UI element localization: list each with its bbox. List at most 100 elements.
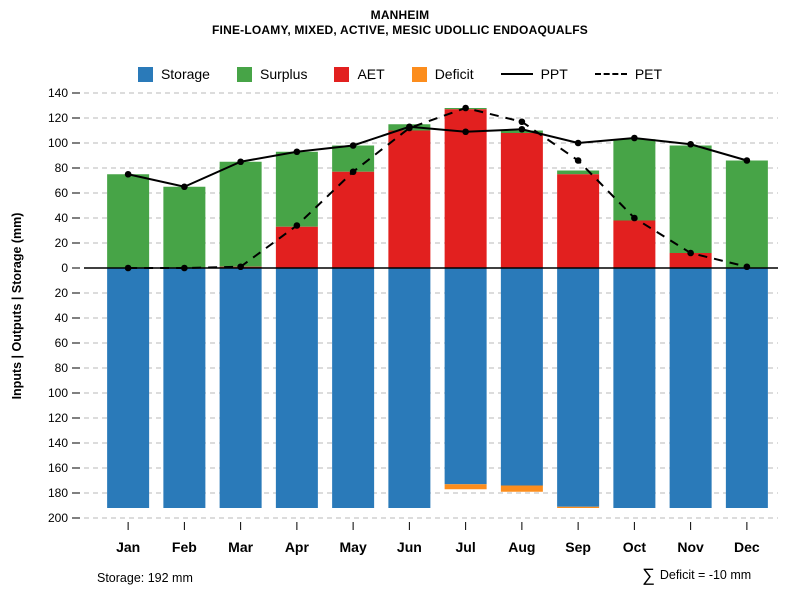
bar-deficit-Jul — [444, 484, 487, 490]
pet-point-Sep — [574, 157, 582, 164]
y-tick-label: 80 — [55, 161, 69, 175]
y-tick-label: 0 — [61, 261, 68, 275]
bar-surplus-Mar — [219, 161, 262, 267]
surplus-swatch-icon — [236, 66, 252, 82]
ppt-point-Aug — [518, 125, 526, 133]
month-label-Oct: Oct — [623, 539, 647, 555]
month-label-Nov: Nov — [677, 539, 704, 555]
month-label-Dec: Dec — [734, 539, 760, 555]
legend-item-aet: AET — [334, 66, 385, 82]
bar-aet-Jun — [388, 130, 431, 268]
ppt-point-Mar — [237, 158, 244, 166]
y-tick-label: 40 — [55, 211, 69, 225]
bar-aet-Aug — [500, 133, 543, 268]
bar-aet-Jul — [444, 109, 487, 268]
aet-swatch-icon — [334, 66, 350, 82]
bar-storage-Nov — [669, 268, 712, 508]
legend-item-ppt: PPT — [500, 66, 568, 82]
page-title: MANHEIM — [370, 8, 430, 22]
month-label-Sep: Sep — [565, 539, 591, 555]
legend-label-pet: PET — [634, 66, 663, 82]
ppt-point-Nov — [687, 140, 694, 148]
bar-deficit-Sep — [557, 506, 600, 508]
y-tick-label: 100 — [48, 386, 68, 400]
pet-point-Mar — [237, 263, 244, 271]
pet-point-Nov — [687, 249, 694, 257]
bar-storage-Aug — [500, 268, 543, 486]
bar-surplus-Jan — [107, 174, 150, 268]
storage-annotation: Storage: 192 mm — [97, 571, 193, 585]
pet-point-Feb — [181, 264, 188, 272]
legend-label-storage: Storage — [160, 66, 210, 82]
bar-surplus-Oct — [613, 139, 656, 221]
legend-item-pet: PET — [594, 66, 663, 82]
bar-aet-May — [332, 171, 375, 268]
ppt-line — [127, 125, 748, 188]
bar-aet-Apr — [275, 226, 318, 268]
y-tick-label: 120 — [48, 411, 68, 425]
bar-storage-Oct — [613, 268, 656, 508]
ppt-point-Dec — [743, 157, 751, 164]
bar-surplus-Feb — [163, 186, 206, 268]
y-tick-label: 40 — [55, 311, 69, 325]
bar-storage-Sep — [557, 268, 600, 507]
y-tick-label: 60 — [55, 186, 69, 200]
bar-storage-Mar — [219, 268, 262, 508]
bar-surplus-May — [332, 145, 375, 172]
y-axis-title: Inputs | Outputs | Storage (mm) — [10, 213, 24, 400]
legend-label-surplus: Surplus — [259, 66, 308, 82]
bar-surplus-Sep — [557, 170, 600, 175]
pet-point-Jul — [462, 104, 469, 112]
bar-storage-Dec — [725, 268, 768, 508]
ppt-point-Oct — [631, 134, 638, 142]
month-label-Apr: Apr — [285, 539, 310, 555]
legend-item-deficit: Deficit — [411, 66, 474, 82]
pet-point-Aug — [518, 118, 526, 126]
month-label-Jan: Jan — [116, 539, 140, 555]
y-tick-label: 200 — [48, 511, 68, 525]
ppt-point-Apr — [293, 148, 301, 156]
deficit-swatch-icon — [411, 66, 427, 82]
sigma-icon: ∑ — [642, 565, 655, 585]
month-label-Feb: Feb — [172, 539, 197, 555]
bar-surplus-Dec — [725, 160, 768, 268]
bar-aet-Nov — [669, 253, 712, 268]
month-label-Jul: Jul — [456, 539, 476, 555]
deficit-annotation: ∑ Deficit = -10 mm — [642, 566, 751, 584]
bar-storage-Jun — [388, 268, 431, 508]
bar-storage-Jul — [444, 268, 487, 485]
ppt-point-Jan — [124, 170, 132, 178]
legend-label-aet: AET — [357, 66, 385, 82]
month-label-Mar: Mar — [228, 539, 253, 555]
y-tick-label: 180 — [48, 486, 68, 500]
ppt-point-May — [349, 142, 357, 149]
bar-aet-Oct — [613, 220, 656, 268]
month-label-Aug: Aug — [508, 539, 535, 555]
y-tick-label: 100 — [48, 136, 68, 150]
bar-storage-Apr — [275, 268, 318, 508]
month-label-May: May — [340, 539, 367, 555]
y-tick-label: 20 — [55, 236, 69, 250]
bar-aet-Sep — [557, 174, 600, 268]
deficit-annotation-text: Deficit = -10 mm — [659, 568, 752, 582]
y-tick-label: 20 — [55, 286, 69, 300]
y-tick-label: 140 — [48, 86, 68, 100]
bar-storage-Jan — [107, 268, 150, 508]
y-tick-label: 160 — [48, 461, 68, 475]
legend: Storage Surplus AET Deficit PPT PET — [0, 66, 800, 82]
bar-deficit-Aug — [500, 485, 543, 492]
storage-swatch-icon — [137, 66, 153, 82]
pet-dashed-line-icon — [594, 73, 627, 75]
y-tick-label: 120 — [48, 111, 68, 125]
month-label-Jun: Jun — [397, 539, 422, 555]
bar-storage-May — [332, 268, 375, 508]
ppt-solid-line-icon — [500, 73, 533, 75]
legend-item-storage: Storage — [137, 66, 210, 82]
y-tick-label: 80 — [55, 361, 69, 375]
ppt-point-Jul — [462, 128, 469, 136]
y-tick-label: 60 — [55, 336, 69, 350]
y-tick-label: 140 — [48, 436, 68, 450]
pet-point-Jan — [124, 264, 132, 272]
ppt-point-Sep — [574, 139, 582, 147]
